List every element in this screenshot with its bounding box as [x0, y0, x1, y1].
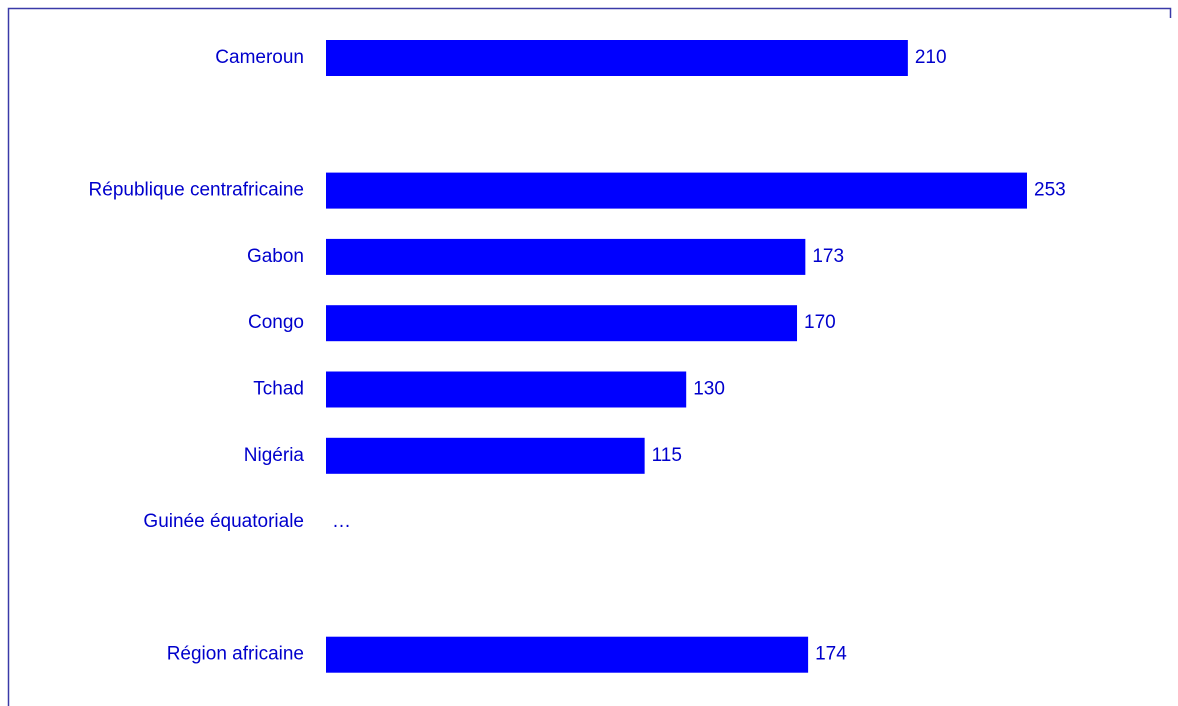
frame: [7, 7, 1172, 706]
bar: [326, 371, 687, 408]
value-label: 173: [812, 246, 844, 267]
value-label: …: [332, 511, 351, 532]
category-label: Région africaine: [167, 644, 304, 665]
bar: [326, 40, 908, 76]
category-label: Guinée équatoriale: [143, 511, 304, 532]
bar: [326, 636, 809, 673]
value-label: 170: [804, 312, 836, 333]
value-label: 210: [915, 47, 947, 68]
value-label: 253: [1034, 180, 1066, 201]
value-label: 115: [652, 445, 682, 466]
category-label: Gabon: [247, 246, 304, 267]
category-label: Nigéria: [244, 445, 305, 466]
category-label: Tchad: [253, 379, 304, 400]
category-label: Congo: [248, 312, 304, 333]
bar: [326, 238, 806, 275]
category-label: Cameroun: [215, 47, 304, 68]
bar: [326, 437, 645, 474]
bar: [326, 305, 798, 342]
category-label: République centrafricaine: [89, 180, 304, 201]
value-label: 174: [815, 644, 847, 665]
value-label: 130: [693, 379, 725, 400]
bar: [326, 172, 1027, 209]
